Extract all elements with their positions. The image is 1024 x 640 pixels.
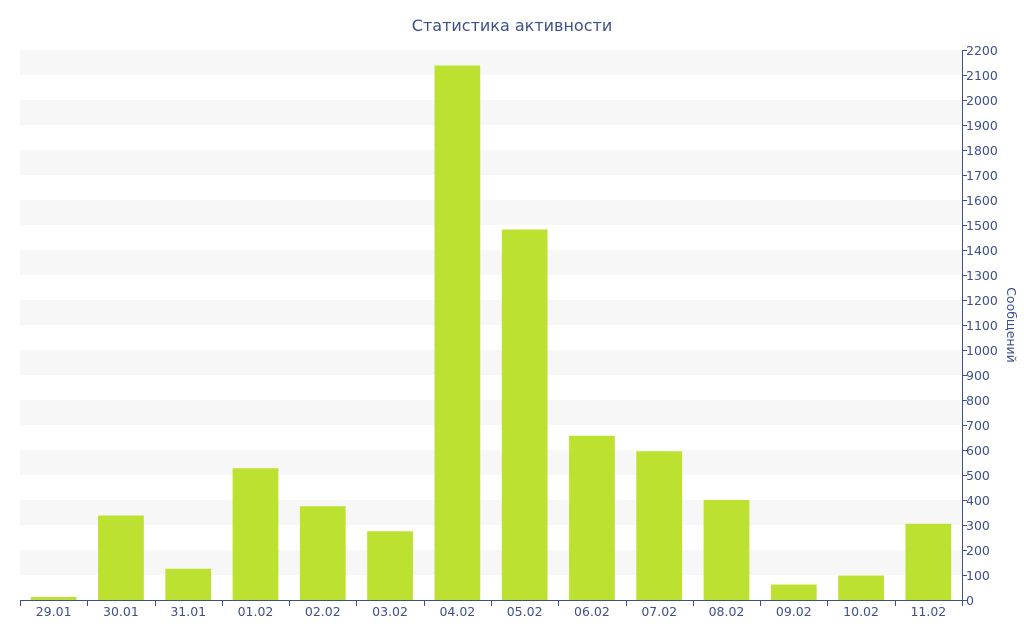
y-tick-label: 500 (966, 468, 990, 483)
chart-title: Статистика активности (412, 16, 612, 35)
grid-band (20, 500, 962, 525)
y-tick-label: 1300 (966, 268, 998, 283)
grid-band (20, 250, 962, 275)
grid-band (20, 300, 962, 325)
bar-30.01 (98, 515, 144, 600)
x-tick-label: 03.02 (372, 604, 408, 619)
grid-bands (20, 50, 962, 575)
bar-11.02 (905, 523, 952, 600)
bar-09.02 (770, 584, 817, 600)
x-tick-label: 10.02 (843, 604, 879, 619)
bar-29.01 (30, 597, 77, 600)
y-tick-label: 1100 (966, 318, 998, 333)
bar-08.02 (703, 500, 750, 600)
y-axis-title: Сообщений (1004, 287, 1019, 363)
y-tick-label: 900 (966, 368, 990, 383)
y-tick-label: 1500 (966, 218, 998, 233)
y-tick-label: 200 (966, 543, 990, 558)
x-tick-label: 02.02 (305, 604, 341, 619)
grid-band (20, 350, 962, 375)
x-tick-label: 07.02 (641, 604, 677, 619)
y-tick-label: 300 (966, 518, 990, 533)
bar-02.02 (299, 506, 346, 600)
grid-band (20, 450, 962, 475)
y-tick-label: 2200 (966, 43, 998, 58)
grid-band (20, 400, 962, 425)
x-axis: 29.01 30.01 31.01 01.02 02.02 03.02 04.02 05.02… (20, 600, 963, 619)
y-tick-label: 1800 (966, 143, 998, 158)
x-tick-label: 04.02 (439, 604, 475, 619)
y-tick-label: 700 (966, 418, 990, 433)
x-tick-label: 30.01 (103, 604, 139, 619)
x-tick-label: 31.01 (170, 604, 206, 619)
bar-05.02 (501, 229, 548, 600)
y-tick-label: 1000 (966, 343, 998, 358)
grid-band (20, 550, 962, 575)
y-tick-label: 1600 (966, 193, 998, 208)
bar-series (30, 65, 952, 600)
bar-01.02 (232, 468, 279, 600)
bar-31.01 (165, 568, 212, 600)
bar-04.02 (434, 65, 481, 600)
x-tick-label: 06.02 (574, 604, 610, 619)
y-tick-label: 400 (966, 493, 990, 508)
bar-06.02 (569, 435, 615, 600)
x-tick-label: 05.02 (507, 604, 543, 619)
grid-band (20, 100, 962, 125)
y-tick-label: 1400 (966, 243, 998, 258)
x-tick-label: 01.02 (238, 604, 274, 619)
bar-03.02 (367, 531, 413, 600)
y-tick-label: 1200 (966, 293, 998, 308)
y-axis: 0 100 200 300 400 500 600 700 800 900 1000 1100 1200… (962, 43, 998, 608)
grid-band (20, 150, 962, 175)
y-tick-label: 100 (966, 568, 990, 583)
y-tick-label: 2000 (966, 93, 998, 108)
y-tick-label: 1700 (966, 168, 998, 183)
x-tick-label: 11.02 (910, 604, 946, 619)
bar-07.02 (636, 451, 683, 600)
y-tick-label: 800 (966, 393, 990, 408)
grid-band (20, 50, 962, 75)
x-tick-label: 09.02 (776, 604, 812, 619)
y-tick-label: 0 (966, 593, 974, 608)
grid-band (20, 200, 962, 225)
y-tick-label: 600 (966, 443, 990, 458)
bar-10.02 (838, 575, 884, 600)
y-tick-label: 1900 (966, 118, 998, 133)
x-tick-label: 08.02 (709, 604, 745, 619)
x-tick-label: 29.01 (36, 604, 72, 619)
y-tick-label: 2100 (966, 68, 998, 83)
